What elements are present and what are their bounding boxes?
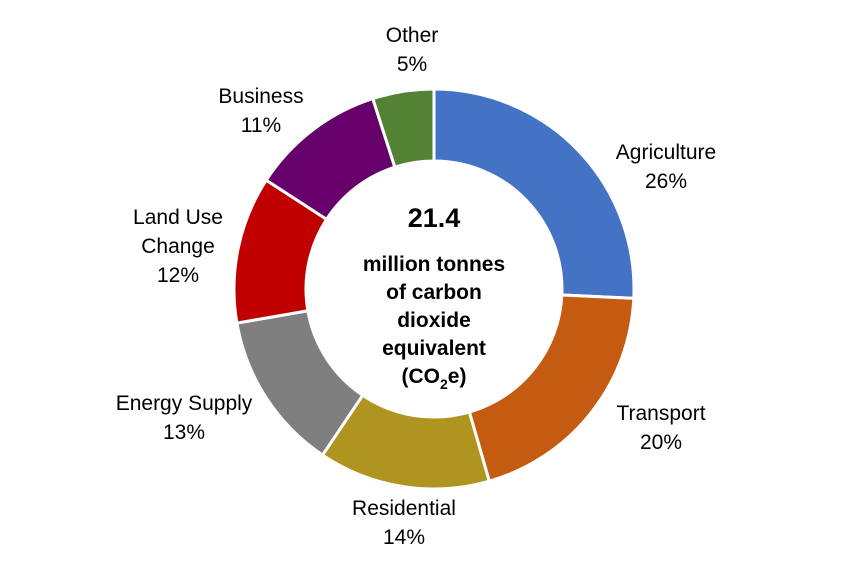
center-unit-line-2: of carbon	[386, 281, 482, 304]
slice-agriculture	[432, 87, 636, 300]
slice-label-transport: Transport 20%	[616, 402, 705, 454]
slice-label-business: Business 11%	[218, 85, 303, 137]
center-unit-line-4: equivalent	[382, 337, 486, 360]
donut-center: 21.4 million tonnes of carbon dioxide eq…	[363, 203, 505, 392]
slice-transport	[467, 293, 636, 484]
center-unit-line-3: dioxide	[397, 309, 471, 332]
slice-label-residential: Residential 14%	[352, 497, 456, 549]
slice-label-agriculture: Agriculture 26%	[616, 141, 716, 193]
slice-other	[370, 87, 436, 170]
slice-label-land-use-change: Land Use Change 12%	[133, 206, 223, 287]
formula-close: e)	[448, 365, 467, 388]
donut-slices	[232, 87, 636, 491]
center-unit-line-1: million tonnes	[363, 253, 505, 276]
formula-subscript: 2	[440, 376, 448, 392]
center-unit-formula: (CO2e)	[402, 365, 467, 392]
slice-labels: Agriculture 26% Transport 20% Residential 14%…	[116, 24, 716, 549]
center-total-value: 21.4	[408, 203, 461, 233]
formula-open: (CO	[402, 365, 441, 388]
slice-label-other: Other 5%	[386, 24, 439, 76]
slice-label-energy-supply: Energy Supply 13%	[116, 392, 253, 444]
